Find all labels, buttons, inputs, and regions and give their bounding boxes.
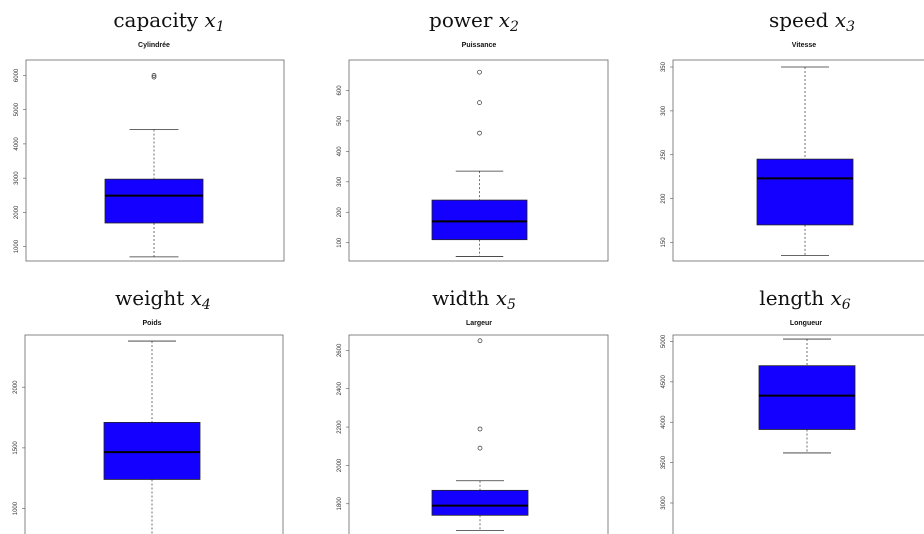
y-tick-label: 250 xyxy=(661,149,667,160)
y-tick-label: 400 xyxy=(337,146,343,157)
y-tick-label: 300 xyxy=(661,105,667,116)
y-tick-label: 600 xyxy=(337,85,343,96)
heading-word: capacity xyxy=(113,8,204,32)
plot-title: Vitesse xyxy=(792,42,816,49)
plot-title: Poids xyxy=(142,320,161,327)
outlier-point xyxy=(151,74,157,80)
y-tick-label: 1800 xyxy=(337,496,343,510)
heading-word: weight xyxy=(115,286,190,310)
y-tick-label: 100 xyxy=(337,237,343,248)
y-tick-label: 2200 xyxy=(337,420,343,434)
y-tick-label: 1000 xyxy=(14,239,20,253)
outlier-point xyxy=(477,69,482,75)
y-tick-label: 1500 xyxy=(13,441,19,455)
plot-title: Longueur xyxy=(790,320,823,327)
panel-heading: speed x3 xyxy=(769,8,855,35)
plot-frame xyxy=(348,59,609,262)
heading-word: power xyxy=(429,8,499,32)
plot-title: Largeur xyxy=(466,320,492,327)
heading-variable: x xyxy=(499,8,510,32)
y-tick-label: 300 xyxy=(337,176,343,187)
iqr-box xyxy=(756,158,854,226)
panel-heading: capacity x1 xyxy=(113,8,224,35)
heading-variable: x xyxy=(831,286,842,310)
heading-variable: x xyxy=(191,286,202,310)
y-tick-label: 350 xyxy=(661,61,667,72)
plot-frame xyxy=(672,334,924,534)
panel-6: length x6Longueur25003000350040004500500… xyxy=(661,286,924,534)
heading-subscript: 6 xyxy=(842,297,851,313)
panel-2: power x2 Puissance 100 200 300 400 500 600 xyxy=(337,8,609,262)
y-tick-label: 2000 xyxy=(13,380,19,394)
iqr-box xyxy=(103,421,201,480)
outlier-point xyxy=(477,130,482,136)
panel-5: width x5Largeur160018002000220024002600 xyxy=(337,286,609,534)
heading-word: speed xyxy=(769,8,835,32)
plot-frame xyxy=(672,59,924,262)
outlier-point xyxy=(477,426,483,432)
y-tick-label: 500 xyxy=(337,115,343,126)
panel-heading: power x2 xyxy=(429,8,519,35)
y-tick-label: 2600 xyxy=(337,343,343,357)
y-tick-label: 5000 xyxy=(661,334,667,348)
y-tick-label: 200 xyxy=(337,207,343,218)
panel-1: capacity x1 Cylindrée 1000 2000 3000 4000 5000… xyxy=(14,8,285,262)
heading-word: length xyxy=(759,286,830,310)
plot-title: Cylindrée xyxy=(138,42,170,49)
heading-variable: x xyxy=(496,286,507,310)
y-tick-label: 2400 xyxy=(337,381,343,395)
heading-subscript: 5 xyxy=(507,297,516,313)
panel-heading: length x6 xyxy=(759,286,850,313)
heading-subscript: 3 xyxy=(846,19,855,35)
iqr-box xyxy=(104,178,204,224)
iqr-box xyxy=(431,489,529,516)
panel-3: speed x3 Vitesse 150 200 250 300 350 xyxy=(661,8,924,262)
heading-subscript: 4 xyxy=(201,297,211,313)
y-tick-label: 4500 xyxy=(661,375,667,389)
plot-frame xyxy=(24,334,284,534)
y-tick-label: 3000 xyxy=(661,496,667,510)
panel-4: weight x4 Poids 1000 1500 2000 xyxy=(13,286,284,534)
y-tick-label: 150 xyxy=(661,237,667,248)
heading-subscript: 2 xyxy=(509,19,519,35)
heading-word: width xyxy=(432,286,496,310)
y-tick-label: 2000 xyxy=(14,205,20,219)
plot-title: Puissance xyxy=(462,42,497,49)
outlier-point xyxy=(477,445,483,451)
iqr-box xyxy=(431,199,528,241)
heading-variable: x xyxy=(204,8,215,32)
y-tick-label: 200 xyxy=(661,193,667,204)
y-tick-label: 6000 xyxy=(14,68,20,82)
heading-subscript: 1 xyxy=(216,19,225,35)
outlier-point xyxy=(477,338,483,344)
panel-heading: width x5 xyxy=(432,286,516,313)
y-tick-label: 3000 xyxy=(14,171,20,185)
outlier-point xyxy=(151,73,157,78)
y-tick-label: 2000 xyxy=(337,458,343,472)
y-tick-label: 4000 xyxy=(661,415,667,429)
y-tick-label: 1000 xyxy=(13,501,19,515)
y-tick-label: 4000 xyxy=(14,137,20,151)
plot-frame xyxy=(348,334,609,534)
outlier-point xyxy=(477,100,482,105)
plot-frame xyxy=(25,59,285,262)
y-tick-label: 3500 xyxy=(661,455,667,469)
iqr-box xyxy=(758,365,856,430)
heading-variable: x xyxy=(835,8,846,32)
panel-heading: weight x4 xyxy=(115,286,211,313)
y-tick-label: 5000 xyxy=(14,102,20,116)
